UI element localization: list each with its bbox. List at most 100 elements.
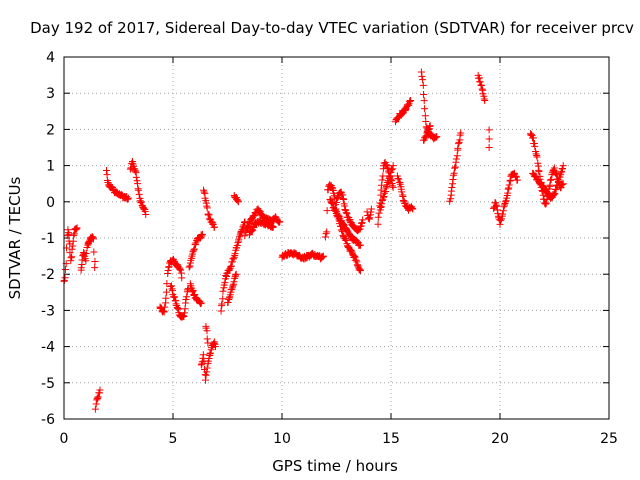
data-point <box>91 405 99 413</box>
data-point <box>164 267 172 275</box>
data-point <box>352 256 360 264</box>
data-point <box>231 271 239 279</box>
data-point <box>197 361 205 369</box>
data-point <box>424 126 432 133</box>
data-point <box>500 203 508 211</box>
data-point <box>61 274 69 282</box>
data-point <box>178 313 186 321</box>
data-point <box>356 267 364 275</box>
data-point <box>61 265 69 273</box>
data-point <box>94 393 102 401</box>
data-point <box>341 235 349 243</box>
data-point <box>394 174 402 182</box>
data-point <box>231 250 239 258</box>
data-point <box>531 142 539 150</box>
data-point <box>203 202 211 210</box>
data-point <box>224 298 232 306</box>
data-point <box>535 168 543 176</box>
x-tick-label: 5 <box>169 431 178 447</box>
data-point <box>241 232 249 240</box>
data-point <box>485 144 493 151</box>
data-point <box>550 191 558 199</box>
data-point <box>203 204 211 212</box>
data-point <box>532 150 540 158</box>
data-point <box>513 176 521 184</box>
data-point <box>178 274 186 282</box>
data-point <box>374 220 382 228</box>
data-points <box>60 68 567 413</box>
data-point <box>331 206 339 214</box>
data-point <box>350 252 358 260</box>
data-point <box>382 184 390 192</box>
data-point <box>135 190 143 198</box>
data-point <box>426 122 434 130</box>
data-point <box>557 169 565 177</box>
data-point <box>496 220 504 228</box>
data-point <box>126 165 134 173</box>
data-point <box>420 97 428 105</box>
data-point <box>91 264 99 272</box>
data-point <box>377 186 385 194</box>
data-point <box>232 270 240 278</box>
data-point <box>221 279 229 287</box>
data-point <box>128 159 136 167</box>
data-point <box>200 186 208 194</box>
data-point <box>334 193 342 201</box>
data-point <box>329 185 337 193</box>
x-tick-label: 20 <box>491 431 509 447</box>
data-point <box>180 313 188 321</box>
data-point <box>276 218 284 226</box>
data-point <box>161 303 169 311</box>
data-point <box>91 258 99 266</box>
data-point <box>169 256 177 264</box>
data-point <box>505 181 513 189</box>
data-point <box>185 263 193 271</box>
data-point <box>451 163 459 171</box>
data-point <box>94 395 102 403</box>
data-point <box>386 172 394 180</box>
data-point <box>353 258 361 266</box>
data-point <box>137 198 145 206</box>
data-point <box>321 233 329 241</box>
data-point <box>547 175 555 183</box>
data-point <box>382 162 390 170</box>
data-point <box>229 255 237 263</box>
x-tick-label: 10 <box>273 431 291 447</box>
data-point <box>433 133 441 141</box>
data-point <box>388 182 396 190</box>
data-point <box>197 299 205 307</box>
data-point <box>533 153 541 161</box>
data-point <box>89 235 97 243</box>
data-point <box>419 81 427 89</box>
data-point <box>348 247 356 255</box>
data-point <box>366 214 374 222</box>
data-point <box>199 351 207 359</box>
data-point <box>205 211 213 219</box>
data-point <box>426 122 434 130</box>
x-tick-label: 15 <box>382 431 400 447</box>
data-point <box>64 226 72 234</box>
data-point <box>398 188 406 196</box>
data-point <box>162 294 170 302</box>
data-point <box>377 203 385 211</box>
data-point <box>501 201 509 209</box>
data-point <box>228 258 236 266</box>
y-tick-label: 2 <box>46 122 55 138</box>
data-point <box>173 303 181 311</box>
data-point <box>455 140 463 148</box>
data-point <box>334 211 342 219</box>
data-point <box>454 144 462 152</box>
data-point <box>512 173 520 181</box>
data-point <box>203 364 211 372</box>
data-point <box>452 155 460 163</box>
data-point <box>77 264 85 272</box>
data-point <box>420 91 428 99</box>
data-point <box>82 257 90 265</box>
data-point <box>448 184 456 192</box>
data-point <box>389 162 397 170</box>
data-point <box>451 164 459 172</box>
data-point <box>69 242 77 250</box>
data-point <box>212 343 220 351</box>
data-point <box>338 220 346 228</box>
